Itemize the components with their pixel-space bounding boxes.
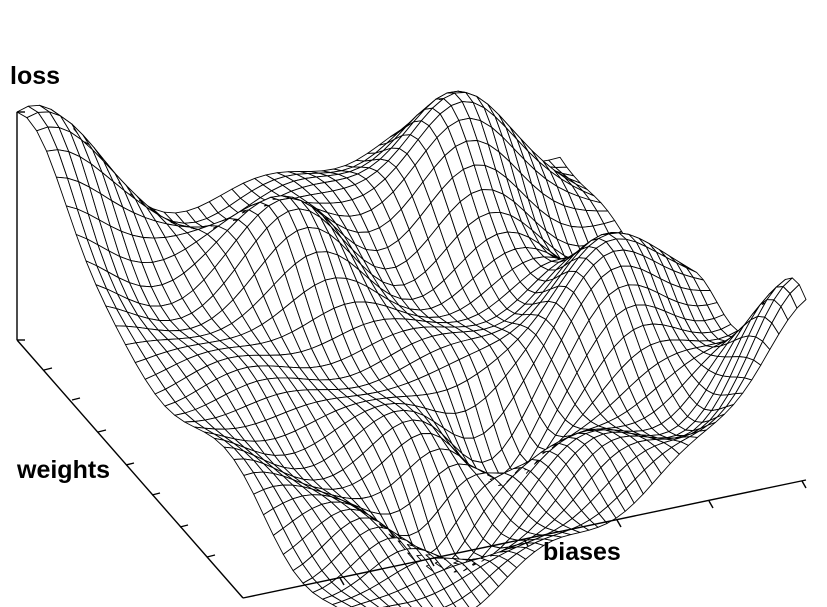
- weights-axis-line: [16, 339, 244, 599]
- mesh-cell: [360, 600, 380, 607]
- biases-tick: [339, 577, 345, 586]
- biases-tick: [616, 519, 622, 528]
- mesh-cell: [444, 602, 457, 607]
- weights-tick: [43, 367, 53, 371]
- weights-tick: [179, 524, 189, 528]
- mesh-cell: [406, 599, 423, 607]
- biases-axis-label: biases: [543, 538, 621, 566]
- weights-tick: [206, 554, 216, 558]
- biases-tick: [523, 538, 529, 547]
- mesh-cell: [452, 597, 470, 607]
- mesh-cell: [425, 592, 445, 607]
- z-axis-label: loss: [10, 62, 61, 90]
- weights-axis-label: weights: [17, 456, 111, 484]
- biases-tick: [429, 558, 435, 567]
- weights-tick: [125, 462, 135, 466]
- surface-mesh: [16, 90, 807, 607]
- weights-tick: [151, 492, 161, 496]
- mesh-cell: [388, 604, 402, 607]
- mesh-cell: [351, 603, 367, 607]
- biases-tick: [801, 480, 807, 489]
- mesh-cell: [416, 596, 434, 607]
- weights-tick: [97, 429, 107, 433]
- weights-tick: [71, 397, 81, 401]
- mesh-cell: [789, 284, 807, 309]
- biases-tick: [708, 500, 714, 509]
- axes: [16, 111, 807, 599]
